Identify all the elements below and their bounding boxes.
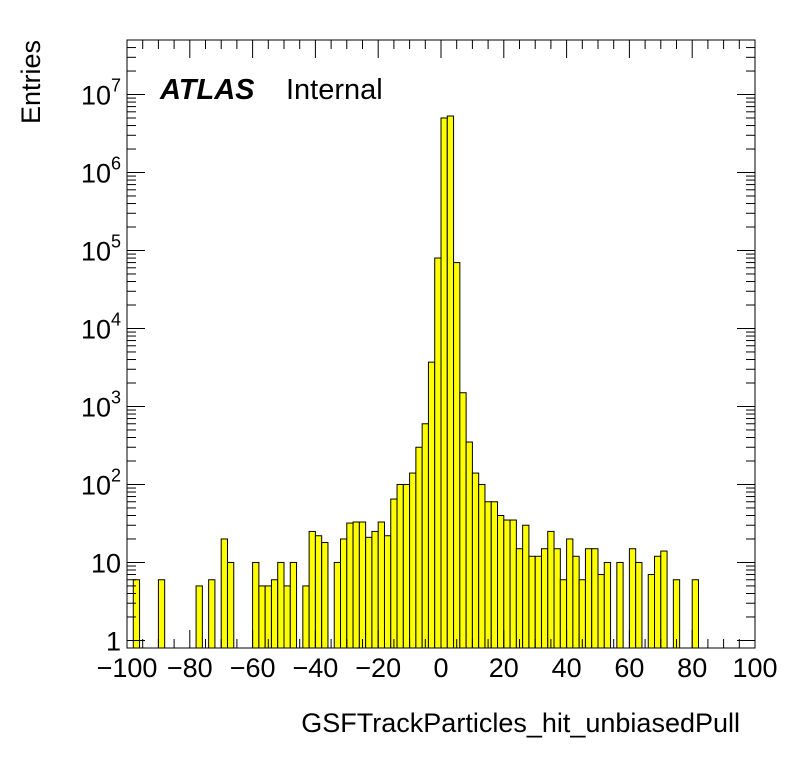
histogram-bar — [559, 579, 568, 649]
x-tick-label: −40 — [292, 653, 338, 683]
histogram-bar — [365, 536, 373, 649]
histogram-bar — [396, 483, 404, 649]
x-tick-label: −100 — [97, 653, 158, 683]
x-tick-label: 100 — [732, 653, 777, 683]
histogram-bar — [603, 561, 612, 649]
histogram-bar — [515, 548, 524, 649]
histogram-bar — [691, 579, 699, 649]
y-tick-label: 107 — [81, 76, 121, 111]
histogram-bar — [157, 579, 166, 649]
histogram-bar — [635, 561, 643, 649]
histogram-bar — [534, 555, 542, 649]
histogram-bar — [478, 483, 486, 649]
y-axis-title: Entries — [16, 40, 46, 124]
x-tick-labels: −100 −80 −60 −40 −20 0 20 40 60 80 100 — [97, 653, 778, 683]
histogram-bar — [377, 521, 385, 649]
histogram-bar — [490, 501, 499, 649]
y-tick-label: 106 — [81, 154, 121, 189]
histogram-bar — [628, 548, 637, 649]
histogram-bar — [434, 257, 442, 649]
histogram-bar — [283, 585, 291, 649]
histogram-bar — [409, 472, 417, 649]
histogram-bar — [616, 561, 624, 649]
histogram-bar — [390, 498, 398, 649]
histogram-bar — [553, 548, 561, 649]
histogram-bar — [302, 585, 310, 649]
histogram-bar — [647, 574, 656, 649]
histogram-bar — [440, 117, 448, 649]
histogram-bar — [270, 579, 279, 649]
histogram-bar — [503, 519, 511, 649]
histogram-bar — [308, 530, 316, 649]
histogram-bar — [654, 555, 662, 649]
histogram-bar — [471, 472, 480, 649]
histogram-bar — [321, 542, 329, 649]
x-tick-label: −60 — [230, 653, 276, 683]
histogram-bars — [132, 115, 699, 649]
y-tick-labels: 1 10 102 103 104 105 106 107 — [81, 76, 121, 657]
histogram-bar — [358, 521, 367, 649]
y-axis-ticks — [127, 39, 755, 641]
histogram-bar — [289, 561, 298, 649]
histogram-bar — [314, 535, 323, 649]
x-tick-label: −80 — [167, 653, 213, 683]
histogram-bar — [346, 522, 354, 649]
x-tick-label: 80 — [677, 653, 707, 683]
histogram-bar — [402, 483, 411, 649]
y-tick-label: 102 — [81, 465, 121, 500]
x-tick-label: 0 — [433, 653, 448, 683]
histogram-bar — [528, 555, 536, 649]
atlas-label: ATLAS — [159, 74, 255, 106]
x-axis-title: GSFTrackParticles_hit_unbiasedPull — [301, 708, 740, 738]
histogram-bar — [427, 361, 436, 649]
histogram-bar — [252, 561, 260, 649]
histogram-bar — [277, 561, 285, 649]
histogram-bar — [383, 535, 392, 649]
histogram-bar — [540, 548, 549, 649]
histogram-bar — [547, 530, 555, 649]
histogram-bar — [672, 579, 681, 649]
y-tick-label: 10 — [91, 548, 121, 578]
histogram-bar — [340, 538, 348, 649]
histogram-bar — [220, 538, 228, 649]
histogram-bar — [333, 561, 342, 649]
histogram-bar — [566, 538, 574, 649]
histogram-bar — [484, 501, 492, 649]
histogram-bar — [459, 392, 467, 649]
histogram-bar — [660, 550, 668, 649]
histogram-bar — [522, 524, 530, 649]
x-tick-label: 60 — [614, 653, 644, 683]
histogram-bar — [264, 585, 272, 649]
internal-label: Internal — [286, 74, 383, 106]
histogram-bar — [572, 555, 580, 649]
x-tick-label: 20 — [489, 653, 519, 683]
histogram-bar — [446, 115, 455, 649]
histogram-bar — [208, 579, 216, 649]
y-tick-label: 1 — [106, 626, 121, 656]
histogram-bar — [591, 548, 599, 649]
histogram-bar — [497, 514, 505, 649]
x-axis-ticks — [126, 40, 756, 648]
histogram-bar — [226, 561, 235, 649]
y-tick-label: 104 — [81, 309, 121, 344]
histogram-bar — [453, 262, 461, 649]
x-tick-label: −20 — [355, 653, 401, 683]
x-tick-label: 40 — [552, 653, 582, 683]
histogram-bar — [195, 585, 203, 649]
histogram-bar — [258, 585, 266, 649]
histogram-bar — [371, 530, 379, 649]
histogram-bar — [415, 446, 423, 649]
histogram-bar — [584, 548, 593, 649]
y-tick-label: 103 — [81, 387, 121, 422]
y-tick-label: 105 — [81, 231, 121, 266]
histogram-bar — [465, 441, 473, 649]
histogram-bar — [352, 521, 360, 649]
histogram-bar — [578, 579, 586, 649]
histogram-bar — [597, 574, 605, 649]
histogram-bar — [509, 519, 517, 649]
histogram-bar — [132, 579, 141, 649]
histogram-bar — [421, 423, 429, 649]
